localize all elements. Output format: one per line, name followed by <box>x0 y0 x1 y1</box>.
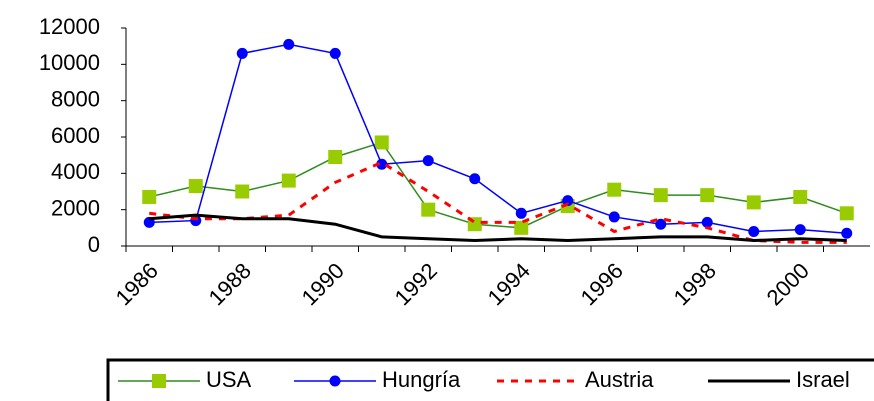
series-line <box>149 213 847 243</box>
data-point <box>235 184 250 199</box>
data-point <box>653 188 668 203</box>
y-tick-label: 10000 <box>39 50 100 75</box>
data-point <box>376 158 388 170</box>
data-point <box>700 188 715 203</box>
series-line <box>149 141 847 229</box>
data-point <box>608 211 620 223</box>
x-tick-label: 1986 <box>111 258 163 310</box>
x-tick-label: 1988 <box>204 258 256 310</box>
legend-box <box>106 358 874 401</box>
data-point <box>236 47 248 59</box>
series-line <box>149 43 847 235</box>
data-point <box>701 216 713 228</box>
data-point <box>281 173 296 188</box>
data-point <box>748 225 760 237</box>
legend-label: Hungría <box>382 367 461 392</box>
x-tick-label: 1996 <box>576 258 628 310</box>
x-tick-label: 1994 <box>483 258 535 310</box>
legend-label: USA <box>206 367 252 392</box>
data-point <box>839 206 854 221</box>
data-point <box>562 195 574 207</box>
data-point <box>607 182 622 197</box>
data-point <box>469 173 481 185</box>
x-tick-label: 2000 <box>762 258 814 310</box>
y-tick-label: 6000 <box>51 123 100 148</box>
data-point <box>142 189 157 204</box>
data-point <box>794 224 806 236</box>
data-point <box>655 218 667 230</box>
data-point <box>841 227 853 239</box>
legend-marker <box>329 375 341 387</box>
legend-marker <box>152 374 166 388</box>
data-point <box>328 149 343 164</box>
data-point <box>793 189 808 204</box>
data-point <box>422 155 434 167</box>
data-point <box>746 195 761 210</box>
data-point <box>374 135 389 150</box>
data-point <box>329 47 341 59</box>
x-tick-label: 1992 <box>390 258 442 310</box>
y-tick-label: 8000 <box>51 86 100 111</box>
data-point <box>283 38 295 50</box>
legend-label: Israel <box>796 367 850 392</box>
y-tick-label: 2000 <box>51 195 100 220</box>
x-tick-label: 1990 <box>297 258 349 310</box>
data-point <box>421 202 436 217</box>
data-point <box>188 179 203 194</box>
legend-label: Austria <box>585 367 654 392</box>
y-tick-label: 0 <box>88 232 100 257</box>
y-tick-label: 4000 <box>51 159 100 184</box>
x-tick-label: 1998 <box>669 258 721 310</box>
data-point <box>515 207 527 219</box>
y-tick-label: 12000 <box>39 14 100 39</box>
series-line <box>149 160 847 244</box>
data-point <box>514 220 529 235</box>
